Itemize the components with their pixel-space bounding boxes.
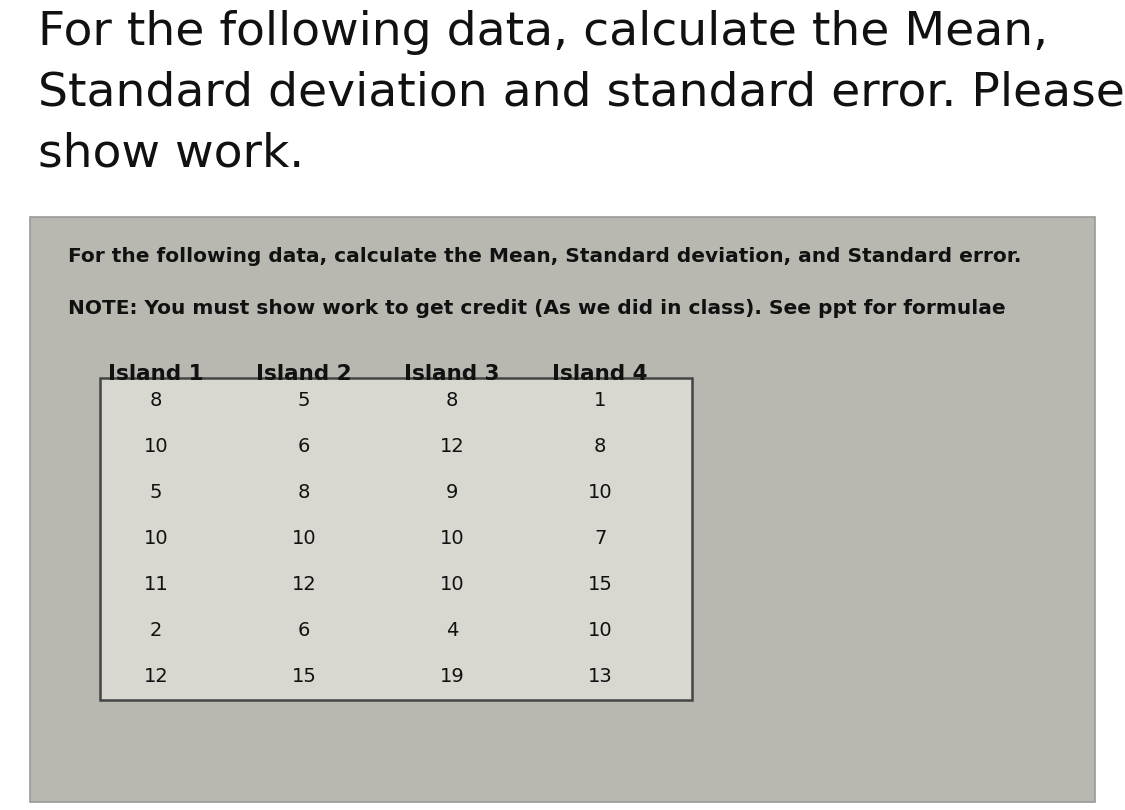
Text: 12: 12 xyxy=(440,437,465,457)
Text: 5: 5 xyxy=(298,391,310,411)
Text: 13: 13 xyxy=(588,667,613,687)
Text: 5: 5 xyxy=(150,484,162,502)
Text: 1: 1 xyxy=(594,391,606,411)
Text: 10: 10 xyxy=(144,437,169,457)
Text: 8: 8 xyxy=(150,391,162,411)
Text: 10: 10 xyxy=(440,575,465,595)
Text: 10: 10 xyxy=(588,484,612,502)
Text: 6: 6 xyxy=(298,621,310,641)
Text: 11: 11 xyxy=(144,575,169,595)
Text: 12: 12 xyxy=(144,667,169,687)
Text: 2: 2 xyxy=(150,621,162,641)
FancyBboxPatch shape xyxy=(100,378,692,700)
Text: 15: 15 xyxy=(291,667,316,687)
Text: 10: 10 xyxy=(588,621,612,641)
Text: Island 1: Island 1 xyxy=(108,364,204,384)
Text: Island 2: Island 2 xyxy=(256,364,352,384)
Text: 10: 10 xyxy=(291,530,316,548)
Text: For the following data, calculate the Mean, Standard deviation, and Standard err: For the following data, calculate the Me… xyxy=(68,247,1022,266)
Text: NOTE: You must show work to get credit (As we did in class). See ppt for formula: NOTE: You must show work to get credit (… xyxy=(68,299,1006,318)
Text: 12: 12 xyxy=(291,575,316,595)
Text: 7: 7 xyxy=(594,530,606,548)
Text: 8: 8 xyxy=(298,484,310,502)
Text: 6: 6 xyxy=(298,437,310,457)
Text: Island 4: Island 4 xyxy=(552,364,648,384)
FancyBboxPatch shape xyxy=(30,217,1095,802)
Text: 19: 19 xyxy=(440,667,465,687)
Text: 4: 4 xyxy=(446,621,458,641)
Text: 8: 8 xyxy=(594,437,606,457)
Text: 10: 10 xyxy=(440,530,465,548)
Text: 15: 15 xyxy=(587,575,613,595)
Text: 8: 8 xyxy=(446,391,458,411)
Text: For the following data, calculate the Mean,
Standard deviation and standard erro: For the following data, calculate the Me… xyxy=(38,10,1125,177)
Text: Island 3: Island 3 xyxy=(405,364,500,384)
Text: 9: 9 xyxy=(446,484,458,502)
Text: 10: 10 xyxy=(144,530,169,548)
